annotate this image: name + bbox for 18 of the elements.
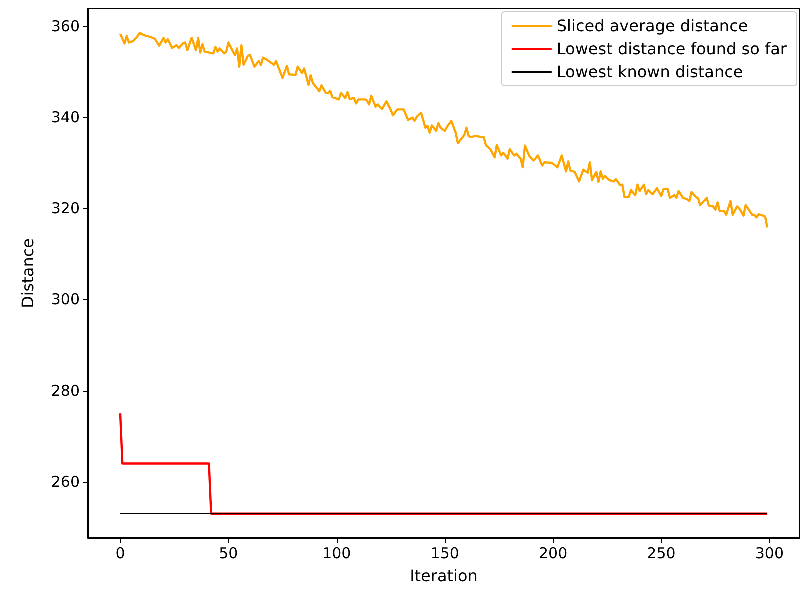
x-tick-label: 200	[538, 544, 568, 562]
y-tick-label: 280	[51, 382, 80, 400]
y-tick-label: 300	[51, 290, 80, 309]
x-tick-label: 100	[322, 544, 352, 562]
x-tick-label: 150	[430, 544, 460, 562]
x-tick-label: 300	[755, 544, 784, 562]
y-tick-label: 260	[51, 472, 80, 491]
x-tick-label: 0	[116, 544, 126, 562]
x-tick-label: 50	[219, 544, 238, 562]
y-tick-label: 340	[51, 108, 80, 126]
y-axis-title: Distance	[18, 238, 38, 308]
legend-label: Lowest known distance	[556, 62, 744, 82]
y-tick-label: 320	[51, 200, 80, 218]
legend-label: Sliced average distance	[556, 16, 748, 36]
y-tick-label: 360	[51, 17, 80, 36]
legend-label: Lowest distance found so far	[556, 40, 788, 58]
x-axis-title: Iteration	[410, 566, 478, 586]
x-tick-label: 250	[647, 544, 676, 562]
